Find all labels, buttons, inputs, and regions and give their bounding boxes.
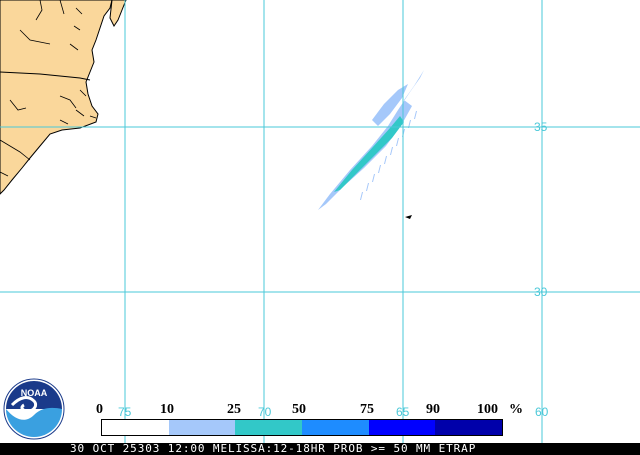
prob-stripe — [384, 156, 387, 164]
land-peninsula — [109, 0, 127, 27]
noaa-logo-text: NOAA — [21, 388, 48, 398]
legend-swatch-10-25 — [168, 420, 236, 435]
prob-stripe — [372, 174, 375, 182]
longitude-label-60: 60 — [535, 405, 549, 419]
legend-unit: % — [509, 402, 523, 417]
state-border — [0, 71, 91, 81]
noaa-logo: NOAA — [3, 378, 65, 440]
legend-swatch-50-75 — [302, 420, 369, 435]
caption-bar: 30 OCT 25303 12:00 MELISSA:12-18HR PROB … — [0, 443, 640, 455]
caption-text: 30 OCT 25303 12:00 MELISSA:12-18HR PROB … — [70, 442, 477, 455]
prob-stripe — [360, 192, 363, 200]
probability-swath — [318, 70, 424, 219]
prob-stripe — [378, 165, 381, 173]
longitude-label-70: 70 — [258, 405, 272, 419]
bay-islands — [59, 7, 97, 125]
land-north-carolina-virginia — [0, 0, 113, 195]
legend-value-0: 0 — [96, 402, 103, 417]
prob-stripe — [408, 120, 411, 128]
legend-color-bar — [101, 419, 503, 436]
legend-swatch-0-10 — [102, 420, 169, 435]
legend-value-50: 50 — [292, 402, 306, 417]
prob-stripe — [414, 111, 417, 119]
prob-stripe — [396, 138, 399, 146]
county-lines — [0, 0, 77, 177]
legend-value-10: 10 — [160, 402, 174, 417]
latitude-label-30: 30 — [534, 285, 548, 299]
prob-stripe — [366, 183, 369, 191]
legend-swatch-75-90 — [368, 420, 436, 435]
prob-stripe — [390, 147, 393, 155]
lat-lon-grid — [0, 0, 640, 443]
legend-value-90: 90 — [426, 402, 440, 417]
longitude-label-65: 65 — [396, 405, 410, 419]
legend-value-25: 25 — [227, 402, 241, 417]
prob-area-25-50 — [334, 116, 404, 192]
prob-area-10-25-north — [372, 84, 408, 126]
bermuda-island — [405, 215, 412, 219]
legend-value-100: 100 — [477, 402, 498, 417]
legend-value-75: 75 — [360, 402, 374, 417]
latitude-label-35: 35 — [534, 120, 548, 134]
longitude-label-75: 75 — [118, 405, 132, 419]
legend-swatch-25-50 — [235, 420, 303, 435]
prob-area-10-25 — [318, 70, 424, 210]
legend-swatch-90-100 — [435, 420, 503, 435]
